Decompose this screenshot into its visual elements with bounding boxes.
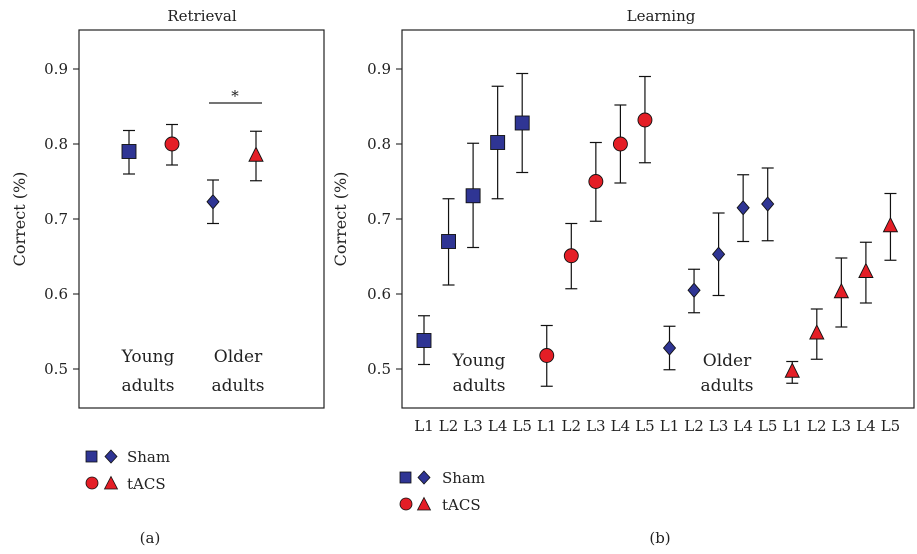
panel-a-group-label-young-line1: Young [121,347,175,367]
panel-b: Learning 0.50.60.70.80.9 L1 L2 L3 L4 L5 L1 L2 L… [331,7,915,547]
panel-b-ytick-label-0.9: 0.9 [367,60,391,78]
panel-b-group-label-young-line1: Young [452,351,506,371]
panel-b-xtick-label-18: L3 [832,417,852,435]
panel-a-title: Retrieval [167,7,236,25]
panel-a-caption: (a) [140,529,161,547]
panel-b-xtick-label-1: L1 [414,417,434,435]
panel-b-ytick-label-0.8: 0.8 [367,135,391,153]
panel-b-xtick-label-8: L3 [586,417,606,435]
panel-a-group-label-older-line2: adults [212,376,265,396]
learning-young-sham-point-4 [490,135,506,150]
learning-older-sham-point-2 [687,282,701,298]
legend-a-sham-diamond-icon [104,449,118,464]
legend-b-tacs-label: tACS [442,496,481,514]
panel-a-group-label-young-line2: adults [122,376,175,396]
panel-a: Retrieval 0.5 0.6 0.7 0.8 0.9 Correct (%) Yo… [10,7,325,547]
panel-b-xtick-label-2: L2 [439,417,459,435]
panel-b-xtick-label-20: L5 [881,417,901,435]
learning-older-tacs-point-2 [809,323,825,340]
panel-b-x-axis: L1 L2 L3 L4 L5 L1 L2 L3 L4 L5 L1 L2 L3 L4 L5 L1 L2 L3 L4 L5 [414,417,900,435]
learning-young-tacs-point-3 [588,174,604,189]
panel-b-xtick-label-5: L5 [512,417,532,435]
panel-b-ytick-label-0.7: 0.7 [367,210,391,228]
panel-a-ytick-label-0.7: 0.7 [44,210,68,228]
legend-b-tacs-circle-icon [399,497,413,511]
panel-b-legend: Sham tACS [399,469,485,514]
learning-young-tacs-point-1 [539,348,555,363]
panel-b-title: Learning [627,7,696,25]
retrieval-older-tacs-point [248,146,264,162]
panel-b-xtick-label-3: L3 [463,417,483,435]
panel-b-xtick-label-14: L4 [733,417,753,435]
learning-older-sham-point-3 [712,246,726,262]
retrieval-young-tacs-point [164,136,180,152]
learning-older-sham-point-5 [761,196,775,212]
panel-b-xtick-label-12: L2 [684,417,704,435]
panel-b-group-label-young: Young adults [452,351,506,396]
panel-b-group-label-older: Older adults [701,351,754,396]
panel-b-xtick-label-10: L5 [635,417,655,435]
legend-b-tacs-triangle-icon [416,496,432,511]
panel-a-ytick-label-0.6: 0.6 [44,285,68,303]
learning-young-sham-point-2 [441,234,456,249]
legend-a-tacs-circle-icon [85,476,99,490]
learning-older-tacs-point-4 [858,262,874,278]
panel-b-xtick-label-11: L1 [660,417,680,435]
significance-star: * [231,87,239,105]
legend-b-sham-square-icon [399,471,412,484]
panel-a-ytick-label-0.8: 0.8 [44,135,68,153]
retrieval-young-sham-point [121,144,137,159]
learning-young-tacs-point-5 [637,112,653,128]
panel-b-caption: (b) [649,529,670,547]
legend-b-sham-label: Sham [442,469,485,487]
panel-b-xtick-label-4: L4 [488,417,508,435]
learning-older-sham-point-4 [736,200,750,216]
legend-a-tacs-triangle-icon [103,475,119,490]
panel-b-marks [416,72,899,387]
panel-b-xtick-label-16: L1 [782,417,802,435]
learning-older-sham-point-1 [662,340,677,356]
panel-b-xtick-label-15: L5 [758,417,778,435]
learning-older-tacs-point-1 [784,362,800,378]
learning-young-tacs-point-2 [563,248,579,264]
panel-b-xtick-label-17: L2 [807,417,827,435]
learning-young-sham-point-1 [416,333,432,348]
panel-b-group-label-older-line2: adults [701,376,754,396]
panel-b-xtick-label-13: L3 [709,417,729,435]
legend-a-tacs-label: tACS [127,475,166,493]
panel-a-y-axis: 0.5 0.6 0.7 0.8 0.9 [44,60,79,378]
panel-a-marks [121,123,264,225]
panel-b-group-label-young-line2: adults [453,376,506,396]
learning-older-tacs-point-5 [882,216,899,233]
panel-b-xtick-label-6: L1 [537,417,557,435]
panel-b-y-axis-label: Correct (%) [331,172,350,267]
panel-b-y-axis: 0.5 0.6 0.7 0.8 0.9 [367,60,402,378]
panel-a-ytick-label-0.5: 0.5 [44,360,68,378]
panel-a-group-label-older-line1: Older [214,347,263,367]
panel-a-group-label-young: Young adults [121,347,175,396]
panel-a-group-label-older: Older adults [212,347,265,396]
panel-a-plot-frame [78,29,325,409]
legend-a-sham-square-icon [85,450,98,463]
panel-a-legend: Sham tACS [85,448,170,493]
panel-a-ytick-label-0.9: 0.9 [44,60,68,78]
panel-b-xtick-label-19: L4 [856,417,876,435]
learning-young-tacs-point-4 [612,136,628,152]
learning-older-tacs-point-3 [833,282,850,299]
learning-young-sham-point-3 [465,188,481,204]
panel-b-xtick-label-9: L4 [611,417,631,435]
panel-a-y-axis-label: Correct (%) [10,172,29,267]
panel-b-ytick-label-0.6: 0.6 [367,285,391,303]
learning-young-sham-point-5 [514,115,530,131]
panel-b-xtick-label-7: L2 [562,417,582,435]
panel-b-group-label-older-line1: Older [703,351,752,371]
panel-b-ytick-label-0.5: 0.5 [367,360,391,378]
legend-a-sham-label: Sham [127,448,170,466]
retrieval-older-sham-point [206,194,220,210]
legend-b-sham-diamond-icon [417,470,431,485]
